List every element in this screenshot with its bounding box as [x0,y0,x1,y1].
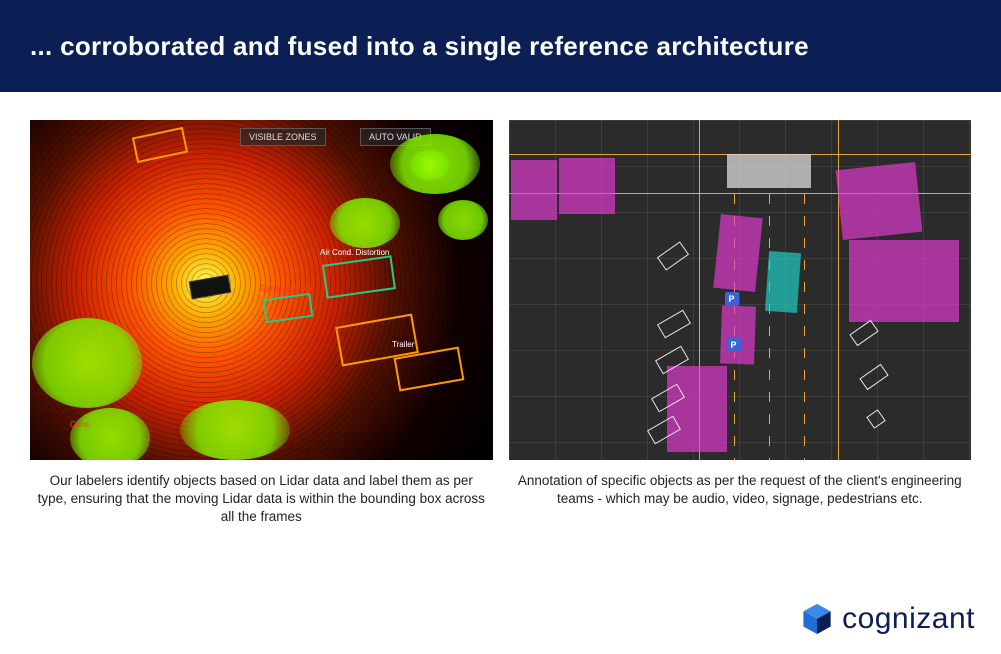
crosswalk [727,154,811,188]
annotation-polygon[interactable] [559,158,615,214]
visible-zones-button[interactable]: VISIBLE ZONES [240,128,326,146]
annotation-caption: Annotation of specific objects as per th… [509,472,972,508]
lidar-viz: VISIBLE ZONES AUTO VALID Air Cond. Disto… [30,120,493,460]
lane-line [769,194,770,460]
parking-badge: P [725,292,739,306]
parking-badge: P [727,338,741,352]
annotation-polygon[interactable] [511,160,557,220]
annotation-polygon[interactable] [849,240,959,322]
annotation-polygon[interactable] [835,162,922,240]
bbox-label: Air Cond. Distortion [320,248,389,257]
annotation-polygon[interactable] [764,251,800,313]
vegetation-patch [32,318,142,408]
bbox-label: Trailer [392,340,414,349]
vegetation-patch [438,200,488,240]
annotation-viz: PP [509,120,972,460]
annotation-panel: PP Annotation of specific objects as per… [509,120,972,527]
slide-header: ... corroborated and fused into a single… [0,0,1001,92]
annotation-polygon[interactable] [719,305,755,364]
lidar-caption: Our labelers identify objects based on L… [30,472,493,527]
vegetation-patch [410,150,450,180]
brand-name: cognizant [842,602,975,636]
content-row: VISIBLE ZONES AUTO VALID Air Cond. Disto… [0,92,1001,527]
bbox-label: Garbage Truck [260,284,313,293]
lidar-panel: VISIBLE ZONES AUTO VALID Air Cond. Disto… [30,120,493,527]
brand: cognizant [800,602,975,636]
cognizant-logo-icon [800,602,834,636]
vegetation-patch [70,408,150,460]
annotation-polygon[interactable] [667,366,727,452]
vegetation-patch [330,198,400,248]
vegetation-patch [180,400,290,460]
lane-line [804,194,805,460]
annotation-polygon[interactable] [713,214,763,292]
cone-label: Cone [70,420,89,429]
slide-title: ... corroborated and fused into a single… [30,31,809,62]
